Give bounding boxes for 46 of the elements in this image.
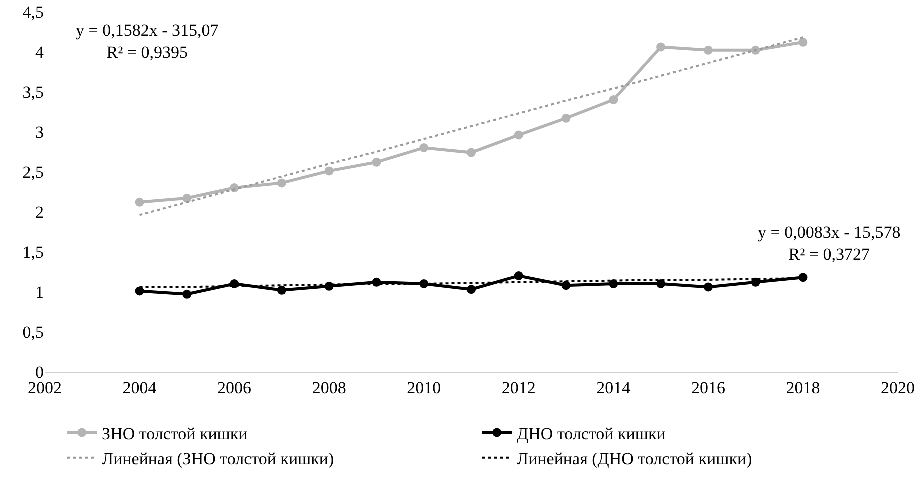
point xyxy=(182,194,192,203)
point xyxy=(467,148,476,158)
x-tick-label: 2004 xyxy=(122,378,158,398)
point xyxy=(324,166,334,176)
x-tick-label: 2020 xyxy=(881,378,915,398)
x-tick-label: 2014 xyxy=(596,378,632,398)
x-tick-label: 2016 xyxy=(691,378,726,398)
point xyxy=(514,130,524,140)
annotation: y = 0,0083x - 15,578 R² = 0,3727 xyxy=(758,223,901,264)
point xyxy=(656,42,666,52)
point xyxy=(704,282,713,292)
y-tick-label: 4 xyxy=(36,42,44,62)
y-tick-label: 2,5 xyxy=(22,162,44,182)
y-tick-label: 3 xyxy=(36,122,44,142)
point xyxy=(751,278,760,287)
x-tick-label: 2010 xyxy=(407,378,442,398)
point xyxy=(182,290,192,299)
point xyxy=(562,281,571,290)
x-tick-label: 2012 xyxy=(502,378,536,398)
y-tick-label: 1 xyxy=(36,282,44,302)
point xyxy=(656,280,666,288)
x-tick-label: 2006 xyxy=(218,378,252,398)
y-tick-label: 4,5 xyxy=(22,2,44,22)
point xyxy=(514,272,524,280)
annotation: y = 0,1582x - 315,07 R² = 0,9395 xyxy=(76,21,220,62)
point xyxy=(609,96,618,104)
legend-label: ДНО толстой кишки xyxy=(517,424,666,444)
point xyxy=(135,286,144,296)
legend-label: Линейная (ДНО толстой кишки) xyxy=(517,449,752,468)
point xyxy=(277,178,286,188)
point xyxy=(420,144,429,152)
point xyxy=(467,285,476,294)
legend-label: ЗНО толстой кишки xyxy=(102,424,248,444)
y-tick-label: 0,5 xyxy=(22,322,44,342)
point xyxy=(135,198,144,207)
y-tick-label: 1,5 xyxy=(22,242,44,262)
point xyxy=(798,38,808,47)
x-tick-label: 2008 xyxy=(312,378,346,398)
point xyxy=(562,114,571,123)
y-tick-label: 3,5 xyxy=(22,82,44,102)
legend-label: Линейная (ЗНО толстой кишки) xyxy=(102,449,334,468)
y-tick-label: 2 xyxy=(36,202,44,222)
point xyxy=(704,46,713,55)
x-tick-label: 2018 xyxy=(786,378,820,398)
point xyxy=(277,286,286,295)
point xyxy=(372,158,382,167)
